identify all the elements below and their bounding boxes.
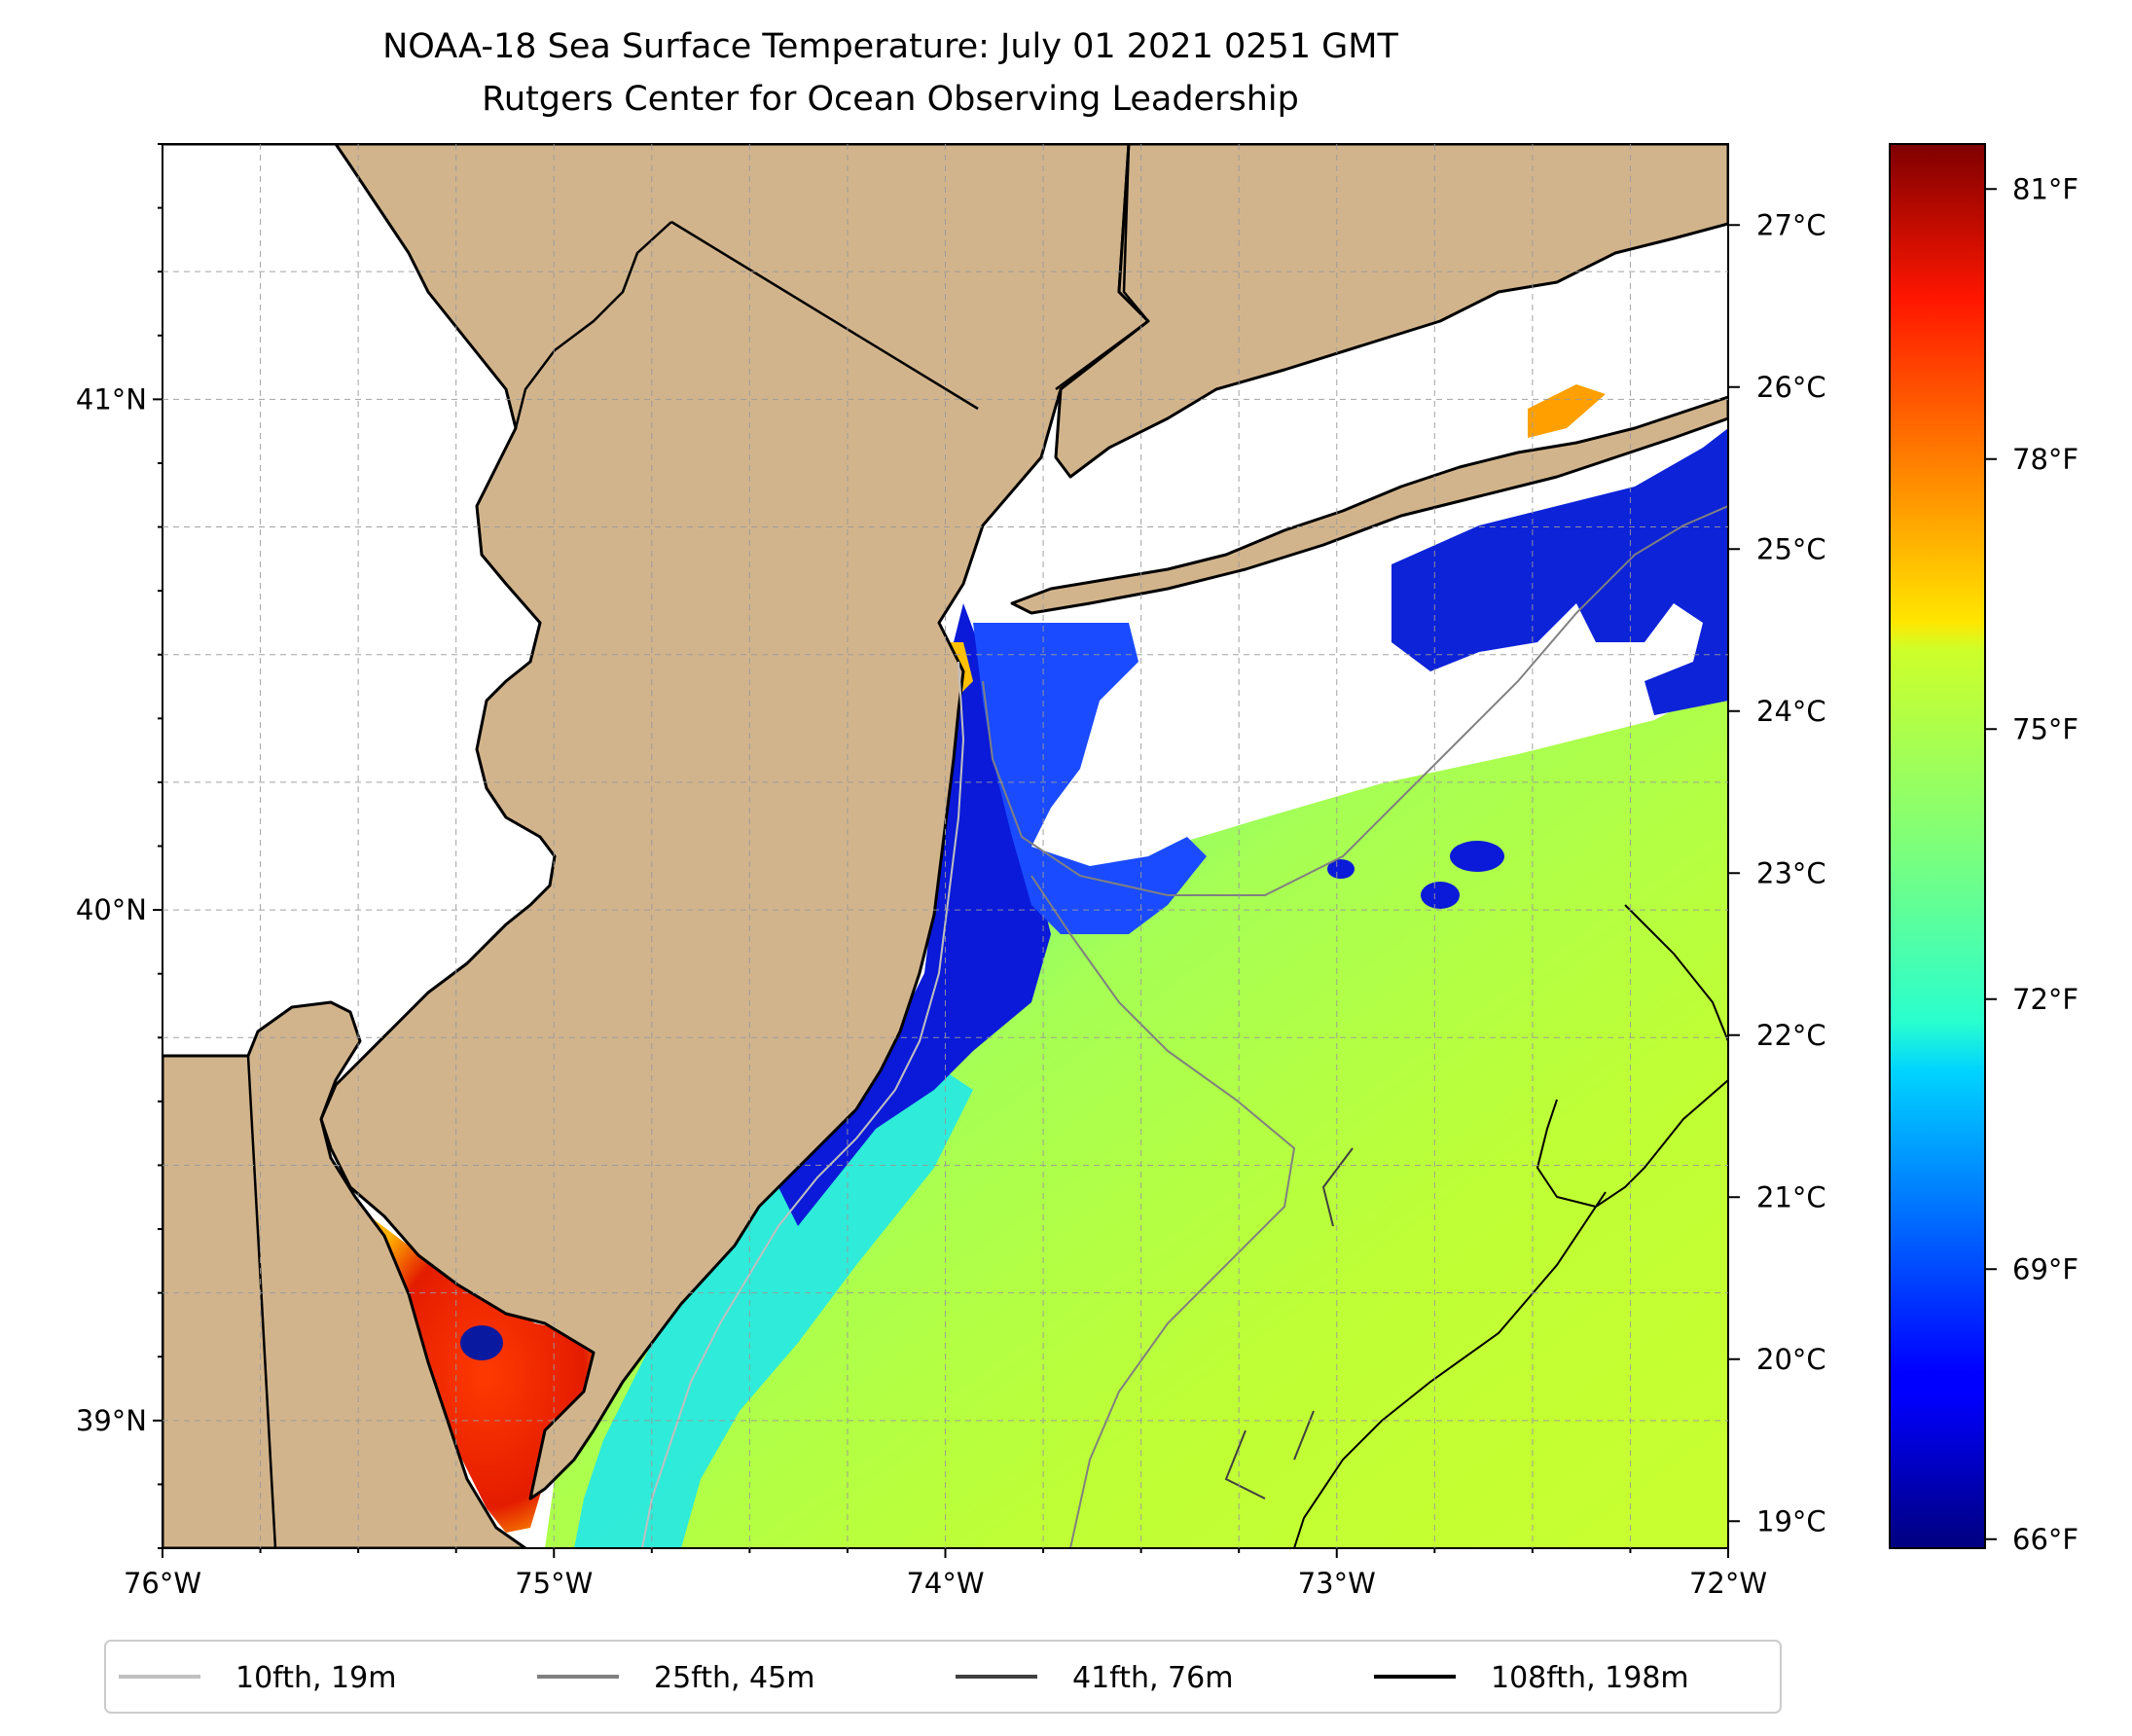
legend-label: 108fth, 198m xyxy=(1491,1661,1689,1695)
contour-legend: 10fth, 19m 25fth, 45m 41fth, 76m 108fth, 19… xyxy=(104,1640,1782,1714)
celsius-tick-label: 26°C xyxy=(1756,371,1826,404)
sst-nearshore-cyan-band xyxy=(574,1051,973,1548)
colorbar-celsius-axis: 27°C 26°C 25°C 24°C 23°C 22°C 21°C 20°C 19°C xyxy=(1728,208,1826,1537)
sst-cold-nj-upper xyxy=(973,623,1207,934)
fahrenheit-tick-label: 81°F xyxy=(2012,172,2078,205)
x-tick-label: 73°W xyxy=(1298,1567,1376,1600)
bathymetry-contours xyxy=(641,505,1728,1548)
legend-label: 10fth, 19m xyxy=(235,1661,396,1695)
contour-41fth xyxy=(1224,1147,1354,1500)
y-tick-label: 39°N xyxy=(76,1404,147,1437)
contour-25fth xyxy=(982,505,1728,1548)
x-axis: 76°W 75°W 74°W 73°W 72°W xyxy=(124,1548,1767,1600)
celsius-tick-label: 20°C xyxy=(1756,1343,1826,1376)
fahrenheit-tick-label: 78°F xyxy=(2012,443,2078,476)
x-tick-label: 74°W xyxy=(906,1567,984,1600)
land-long-island xyxy=(1010,395,1728,615)
x-tick-label: 72°W xyxy=(1689,1567,1767,1600)
pa-nj-ny-border xyxy=(670,220,979,411)
contour-10fth xyxy=(641,661,965,1548)
celsius-tick-label: 27°C xyxy=(1756,208,1826,241)
colorbar xyxy=(1889,143,1986,1549)
map-subtitle: Rutgers Center for Ocean Observing Leade… xyxy=(482,80,1299,119)
legend-label: 41fth, 76m xyxy=(1072,1661,1233,1695)
legend-label: 25fth, 45m xyxy=(654,1661,814,1695)
fahrenheit-tick-label: 75°F xyxy=(2012,712,2078,745)
celsius-tick-label: 21°C xyxy=(1756,1180,1826,1213)
x-tick-label: 75°W xyxy=(515,1567,593,1600)
legend-box xyxy=(104,1640,1782,1714)
celsius-tick-label: 24°C xyxy=(1756,695,1826,728)
contour-108fth xyxy=(1293,904,1728,1548)
sst-cold-eddy-3 xyxy=(1327,859,1355,879)
colorbar-fahrenheit-axis: 81°F 78°F 75°F 72°F 69°F 66°F xyxy=(1985,172,2078,1556)
celsius-tick-label: 22°C xyxy=(1756,1019,1826,1052)
fahrenheit-tick-label: 72°F xyxy=(2012,983,2078,1016)
y-axis: 41°N 40°N 39°N xyxy=(76,143,163,1549)
sst-cold-eddy-2 xyxy=(1421,882,1460,909)
ny-ct-border xyxy=(1055,144,1150,391)
nj-pa-river xyxy=(359,221,672,1062)
y-tick-label: 41°N xyxy=(76,382,147,416)
sst-li-sound-warm xyxy=(1528,384,1606,438)
x-tick-label: 76°W xyxy=(124,1567,201,1600)
celsius-tick-label: 19°C xyxy=(1756,1504,1826,1537)
fahrenheit-tick-label: 69°F xyxy=(2012,1252,2078,1285)
de-md-border xyxy=(163,1054,277,1548)
sst-delaware-cold-spot xyxy=(460,1325,503,1360)
celsius-tick-label: 25°C xyxy=(1756,532,1826,565)
sst-cold-eddy-1 xyxy=(1450,841,1504,872)
y-tick-label: 40°N xyxy=(76,893,147,926)
land-connecticut xyxy=(1054,144,1728,479)
state-borders xyxy=(163,144,1150,1548)
sst-cold-long-island xyxy=(1391,428,1728,715)
sst-cold-nj-coast xyxy=(778,603,1051,1226)
map-area xyxy=(163,144,1728,1548)
map-title: NOAA-18 Sea Surface Temperature: July 01… xyxy=(382,27,1398,66)
fahrenheit-tick-label: 66°F xyxy=(2012,1523,2078,1556)
celsius-tick-label: 23°C xyxy=(1756,856,1826,889)
map-gridlines xyxy=(163,144,1728,1548)
